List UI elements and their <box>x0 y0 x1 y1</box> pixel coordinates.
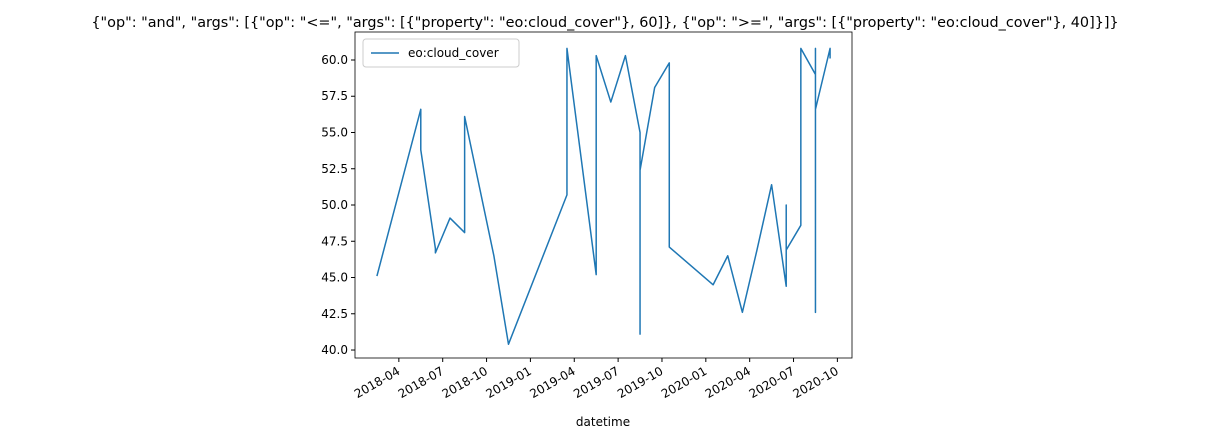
x-tick-label: 2019-01 <box>483 364 533 401</box>
axes-frame <box>354 31 853 359</box>
chart-title: {"op": "and", "args": [{"op": "<=", "arg… <box>91 15 1118 31</box>
x-axis-label: datetime <box>576 415 630 429</box>
x-tick-label: 2018-07 <box>396 364 446 401</box>
y-tick-label: 42.5 <box>321 307 348 321</box>
line <box>376 47 831 345</box>
x-tick-label: 2020-07 <box>747 364 797 401</box>
x-tick-label: 2018-04 <box>352 364 402 401</box>
y-tick-label: 40.0 <box>321 343 348 357</box>
y-tick-label: 50.0 <box>321 198 348 212</box>
y-tick-label: 47.5 <box>321 234 348 248</box>
x-tick-label: 2020-04 <box>703 364 753 401</box>
y-tick-label: 60.0 <box>321 53 348 67</box>
x-tick-label: 2020-01 <box>659 364 709 401</box>
legend-label: eo:cloud_cover <box>408 46 499 60</box>
x-tick-label: 2018-10 <box>440 364 490 401</box>
x-tick-label: 2019-07 <box>571 364 621 401</box>
x-tick-label: 2020-10 <box>790 364 840 401</box>
x-tick-label: 2019-10 <box>615 364 665 401</box>
y-tick-label: 45.0 <box>321 271 348 285</box>
y-tick-label: 52.5 <box>321 162 348 176</box>
y-tick-label: 55.0 <box>321 125 348 139</box>
legend-box <box>362 38 520 68</box>
x-tick-label: 2019-04 <box>527 364 577 401</box>
y-tick-label: 57.5 <box>321 89 348 103</box>
